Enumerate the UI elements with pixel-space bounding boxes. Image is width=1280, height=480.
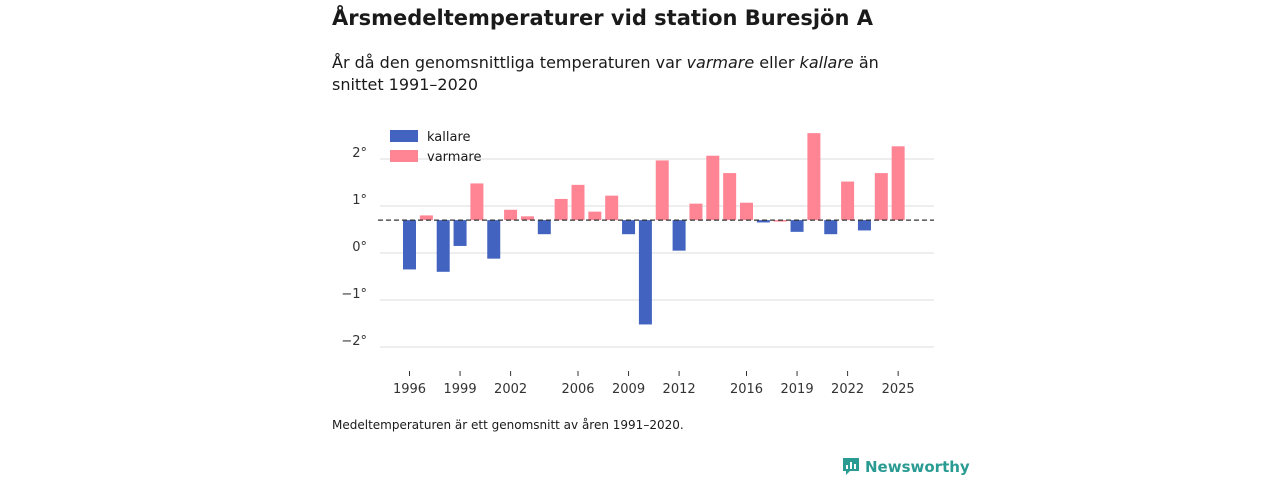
legend-label-kallare: kallare — [427, 130, 471, 145]
subtitle-part: än snittet 1991–2020 — [332, 53, 879, 94]
bar-2008 — [605, 195, 619, 221]
x-tick-label: 1999 — [444, 382, 477, 397]
chart-container: Årsmedeltemperaturer vid station Buresjö… — [332, 0, 970, 480]
x-tick-label: 1996 — [393, 382, 426, 397]
bar-2020 — [807, 133, 821, 221]
y-tick-label: 1° — [352, 193, 367, 208]
y-tick-label: 2° — [352, 146, 367, 161]
brand-name: Newsworthy — [865, 458, 970, 476]
y-axis: −2° −1° 0° 1° 2° — [341, 146, 367, 349]
bar-chart: −2° −1° 0° 1° 2° 1996 1999 2002 2006 2009 2012 201… — [341, 130, 934, 397]
x-tick-label: 2025 — [882, 382, 915, 397]
bars — [403, 133, 905, 325]
chart-subtitle: År då den genomsnittliga temperaturen va… — [332, 52, 932, 96]
chart-title: Årsmedeltemperaturer vid station Buresjö… — [332, 6, 873, 30]
bar-2007 — [588, 211, 602, 221]
y-tick-label: −1° — [341, 287, 367, 302]
bar-2021 — [824, 220, 838, 235]
bar-2004 — [537, 220, 551, 235]
bar-2015 — [723, 173, 737, 221]
bar-2005 — [554, 198, 568, 221]
subtitle-colder-word: kallare — [799, 53, 854, 72]
x-tick-label: 2019 — [781, 382, 814, 397]
newsworthy-brand[interactable]: Newsworthy — [842, 457, 970, 477]
bar-2019 — [790, 220, 804, 232]
bar-2009 — [622, 220, 636, 235]
bar-1999 — [453, 220, 467, 246]
bar-2018 — [773, 220, 787, 222]
bar-2003 — [520, 216, 534, 221]
subtitle-part: År då den genomsnittliga temperaturen va… — [332, 53, 687, 72]
legend-swatch-varmare — [390, 150, 418, 162]
legend: kallare varmare — [390, 130, 481, 165]
bar-2000 — [470, 183, 484, 221]
x-tick-label: 2012 — [663, 382, 696, 397]
bar-2017 — [756, 220, 770, 223]
bar-2014 — [706, 155, 720, 221]
y-tick-label: −2° — [341, 334, 367, 349]
bar-2013 — [689, 203, 703, 221]
legend-label-varmare: varmare — [427, 150, 481, 165]
x-tick-label: 2006 — [561, 382, 594, 397]
bar-2010 — [638, 220, 652, 325]
bar-2006 — [571, 184, 585, 221]
y-tick-label: 0° — [352, 240, 367, 255]
legend-swatch-kallare — [390, 130, 418, 142]
bar-2002 — [504, 209, 518, 221]
bar-2011 — [655, 160, 669, 221]
bar-2023 — [857, 220, 871, 231]
bar-1996 — [403, 220, 416, 270]
bar-2016 — [740, 202, 753, 221]
x-tick-label: 2002 — [494, 382, 527, 397]
bar-2025 — [891, 146, 905, 221]
subtitle-warmer-word: varmare — [686, 53, 755, 72]
newsworthy-logo-icon — [843, 458, 859, 475]
bar-1997 — [419, 215, 433, 221]
bar-2022 — [841, 181, 855, 221]
x-axis: 1996 1999 2002 2006 2009 2012 2016 2019 2022 2025 — [393, 371, 915, 397]
x-tick-label: 2016 — [730, 382, 763, 397]
footnote: Medeltemperaturen är ett genomsnitt av å… — [332, 418, 684, 432]
bar-1998 — [436, 220, 450, 272]
x-tick-label: 2009 — [612, 382, 645, 397]
subtitle-part: eller — [754, 53, 800, 72]
bar-2012 — [672, 220, 686, 251]
bar-2001 — [487, 220, 501, 259]
x-tick-label: 2022 — [831, 382, 864, 397]
bar-2024 — [874, 173, 888, 221]
